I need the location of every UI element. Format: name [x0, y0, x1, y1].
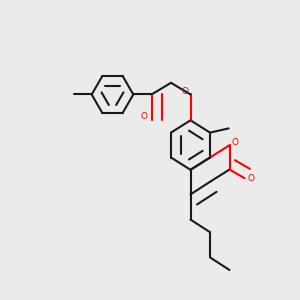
Text: O: O	[247, 174, 254, 183]
Text: O: O	[231, 138, 239, 147]
Text: O: O	[181, 87, 188, 96]
Text: O: O	[140, 112, 148, 121]
